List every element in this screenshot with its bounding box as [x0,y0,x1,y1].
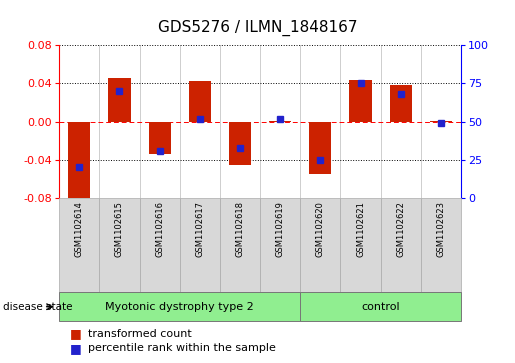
Text: GSM1102618: GSM1102618 [235,201,245,257]
Text: GSM1102619: GSM1102619 [276,201,285,257]
Bar [300,292,461,321]
Bar [180,198,220,292]
Bar [300,198,340,292]
Bar [149,122,170,154]
Bar [381,198,421,292]
Bar [310,122,331,174]
Text: ■: ■ [70,342,81,355]
Text: disease state: disease state [3,302,72,312]
Text: GSM1102616: GSM1102616 [155,201,164,257]
Bar [140,198,180,292]
Bar [220,198,260,292]
Bar [59,198,99,292]
Bar [229,122,251,166]
Text: GSM1102614: GSM1102614 [75,201,84,257]
Bar [99,198,140,292]
Bar [109,78,130,122]
Text: GDS5276 / ILMN_1848167: GDS5276 / ILMN_1848167 [158,20,357,36]
Bar [269,121,291,122]
Text: GSM1102620: GSM1102620 [316,201,325,257]
Bar [68,122,90,203]
Text: control: control [362,302,400,312]
Bar [421,198,461,292]
Bar [340,198,381,292]
Bar [189,81,211,122]
Text: percentile rank within the sample: percentile rank within the sample [88,343,276,354]
Text: GSM1102623: GSM1102623 [436,201,445,257]
Text: GSM1102615: GSM1102615 [115,201,124,257]
Bar [430,121,452,122]
Text: ■: ■ [70,327,81,340]
Text: Myotonic dystrophy type 2: Myotonic dystrophy type 2 [106,302,254,312]
Text: transformed count: transformed count [88,329,191,339]
Bar [350,80,371,122]
Bar [59,292,300,321]
Text: GSM1102622: GSM1102622 [396,201,405,257]
Bar [260,198,300,292]
Text: GSM1102617: GSM1102617 [195,201,204,257]
Text: GSM1102621: GSM1102621 [356,201,365,257]
Bar [390,85,411,122]
